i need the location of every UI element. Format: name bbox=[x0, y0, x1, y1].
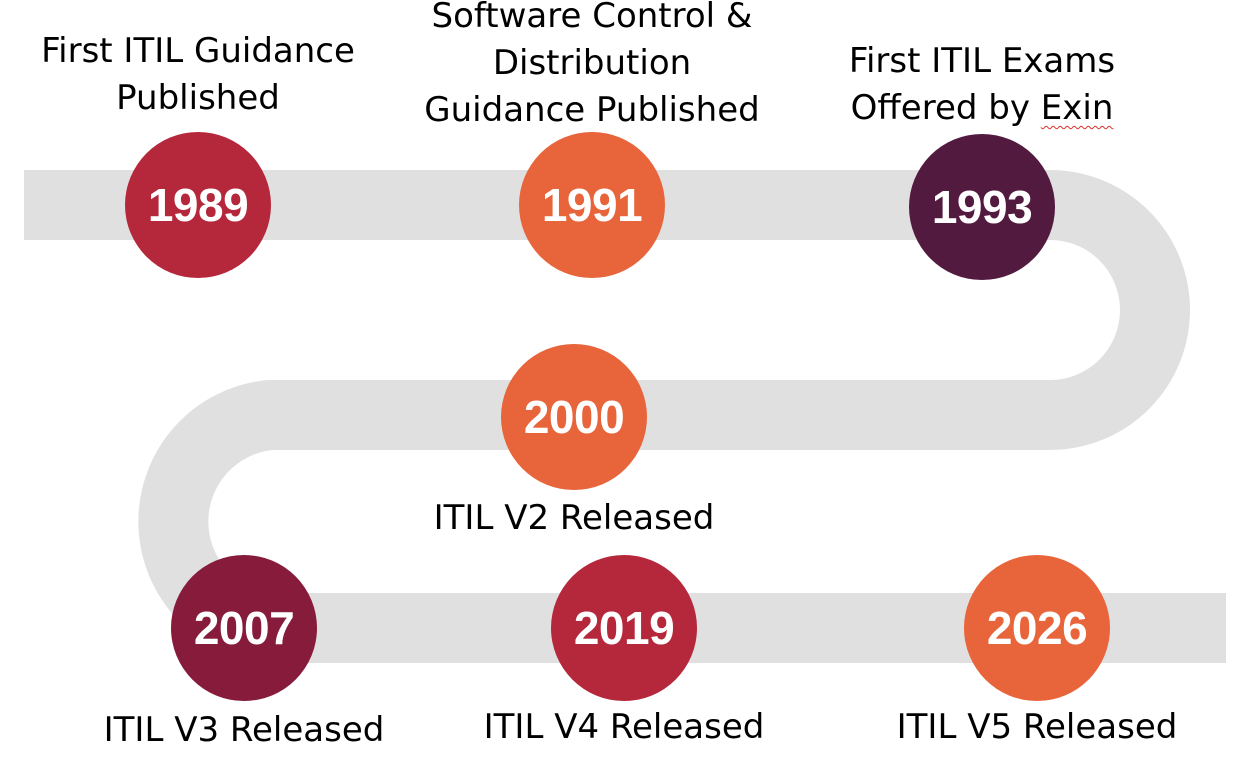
caption-line: ITIL V2 Released bbox=[433, 498, 715, 538]
caption-line: Software Control & bbox=[431, 0, 753, 36]
milestone-2000-caption: ITIL V2 Released bbox=[374, 495, 774, 542]
caption-line: Offered by Exin bbox=[782, 85, 1182, 132]
caption-line: First ITIL Exams bbox=[848, 41, 1116, 81]
year-badge-1993: 1993 bbox=[909, 134, 1055, 280]
year-badge-2026: 2026 bbox=[964, 555, 1110, 701]
caption-line: ITIL V4 Released bbox=[483, 707, 765, 747]
caption-line: First ITIL Guidance bbox=[41, 31, 355, 71]
caption-line: ITIL V5 Released bbox=[896, 707, 1178, 747]
milestone-2007-caption: ITIL V3 Released bbox=[44, 707, 444, 754]
year-badge-2007: 2007 bbox=[171, 555, 317, 701]
milestone-1991-caption: Software Control & Distribution Guidance… bbox=[392, 0, 792, 134]
caption-line: Published bbox=[116, 78, 280, 118]
caption-text-misspelled: Exin bbox=[1040, 88, 1114, 128]
milestone-2026-caption: ITIL V5 Released bbox=[837, 704, 1237, 751]
caption-text: Offered by bbox=[850, 88, 1041, 128]
caption-line: Distribution bbox=[492, 43, 692, 83]
year-badge-2000: 2000 bbox=[501, 344, 647, 490]
caption-line: ITIL V3 Released bbox=[103, 710, 385, 750]
milestone-1989-caption: First ITIL Guidance Published bbox=[0, 28, 398, 122]
caption-line: Guidance Published bbox=[424, 90, 760, 130]
milestone-2019-caption: ITIL V4 Released bbox=[424, 704, 824, 751]
milestone-1993-caption: First ITIL Exams Offered by Exin bbox=[782, 38, 1182, 132]
year-badge-1991: 1991 bbox=[519, 132, 665, 278]
year-badge-2019: 2019 bbox=[551, 555, 697, 701]
year-badge-1989: 1989 bbox=[125, 132, 271, 278]
